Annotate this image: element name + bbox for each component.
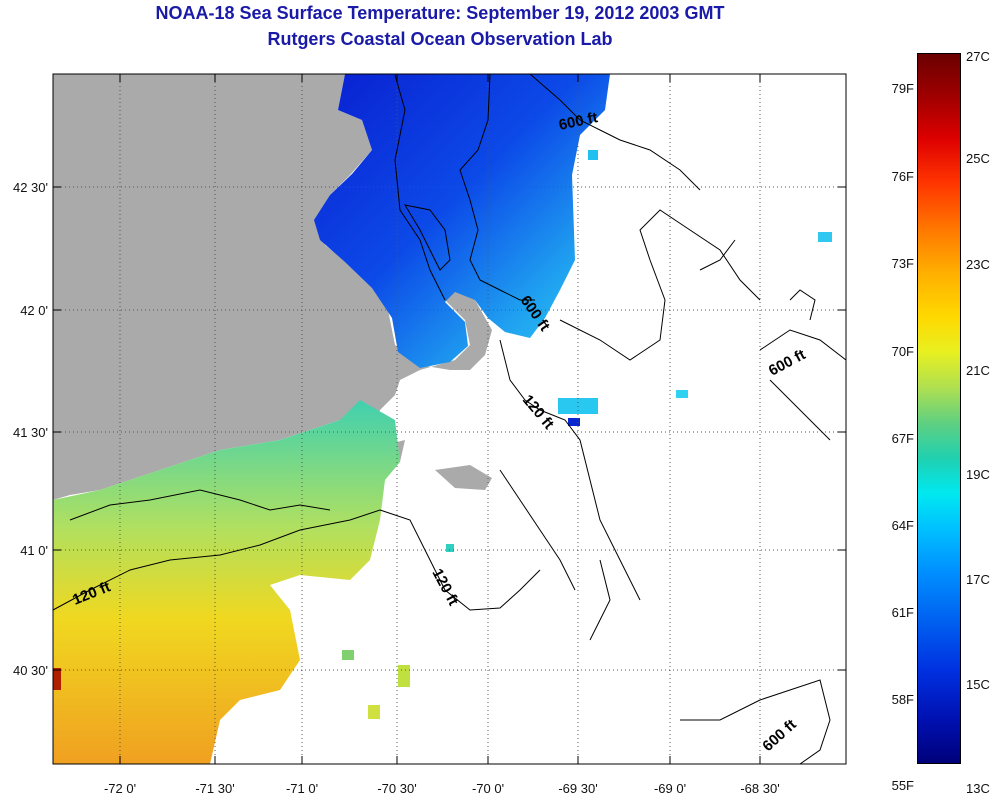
bathymetry-contours — [53, 74, 846, 764]
sst-pixel — [342, 650, 354, 660]
colorbar-c-label: 27C — [966, 49, 990, 64]
sst-pixel — [818, 232, 832, 242]
sst-pixel — [53, 668, 61, 690]
lon-label: -71 30' — [195, 781, 235, 796]
island — [435, 465, 492, 490]
colorbar-f-label: 67F — [891, 431, 914, 446]
lat-label: 42 30' — [12, 180, 48, 195]
lon-label: -70 0' — [471, 781, 505, 796]
sst-pixel — [588, 150, 598, 160]
colorbar-c-label: 15C — [966, 677, 990, 692]
colorbar-c-label: 23C — [966, 257, 990, 272]
colorbar-c-label: 13C — [966, 781, 990, 796]
graticule — [53, 74, 846, 764]
axis-ticks — [53, 74, 846, 764]
colorbar-f-label: 79F — [891, 81, 914, 96]
colorbar-f-label: 61F — [891, 605, 914, 620]
map-title: NOAA-18 Sea Surface Temperature: Septemb… — [155, 3, 725, 23]
sst-pixel — [568, 418, 580, 426]
lon-label: -69 0' — [653, 781, 687, 796]
map-frame — [52, 73, 847, 765]
colorbar-f-label: 73F — [891, 256, 914, 271]
colorbar-c-label: 19C — [966, 467, 990, 482]
colorbar-f-label: 55F — [891, 778, 914, 793]
lon-label: -68 30' — [740, 781, 780, 796]
colorbar-c-label: 21C — [966, 363, 990, 378]
colorbar-c-label: 25C — [966, 151, 990, 166]
lat-label: 40 30' — [12, 663, 48, 678]
sst-pixel — [446, 544, 454, 552]
map-subtitle: Rutgers Coastal Ocean Observation Lab — [267, 29, 613, 49]
colorbar-f-label: 64F — [891, 518, 914, 533]
land-mass — [53, 74, 492, 500]
lon-label: -69 30' — [558, 781, 598, 796]
lon-label: -72 0' — [103, 781, 137, 796]
colorbar-f-label: 70F — [891, 344, 914, 359]
sst-pixel — [676, 390, 688, 398]
colorbar-f-label: 76F — [891, 169, 914, 184]
colorbar-f-label: 58F — [891, 692, 914, 707]
colorbar-c-label: 17C — [966, 572, 990, 587]
lon-label: -70 30' — [377, 781, 417, 796]
lat-label: 41 30' — [12, 425, 48, 440]
sst-warm-region — [53, 400, 400, 764]
sst-pixel — [368, 705, 380, 719]
sst-cold-region — [314, 74, 610, 368]
lat-label: 42 0' — [20, 303, 48, 318]
lon-label: -71 0' — [285, 781, 319, 796]
temperature-colorbar — [917, 53, 961, 764]
sst-pixel — [398, 665, 410, 687]
lat-label: 41 0' — [20, 543, 48, 558]
